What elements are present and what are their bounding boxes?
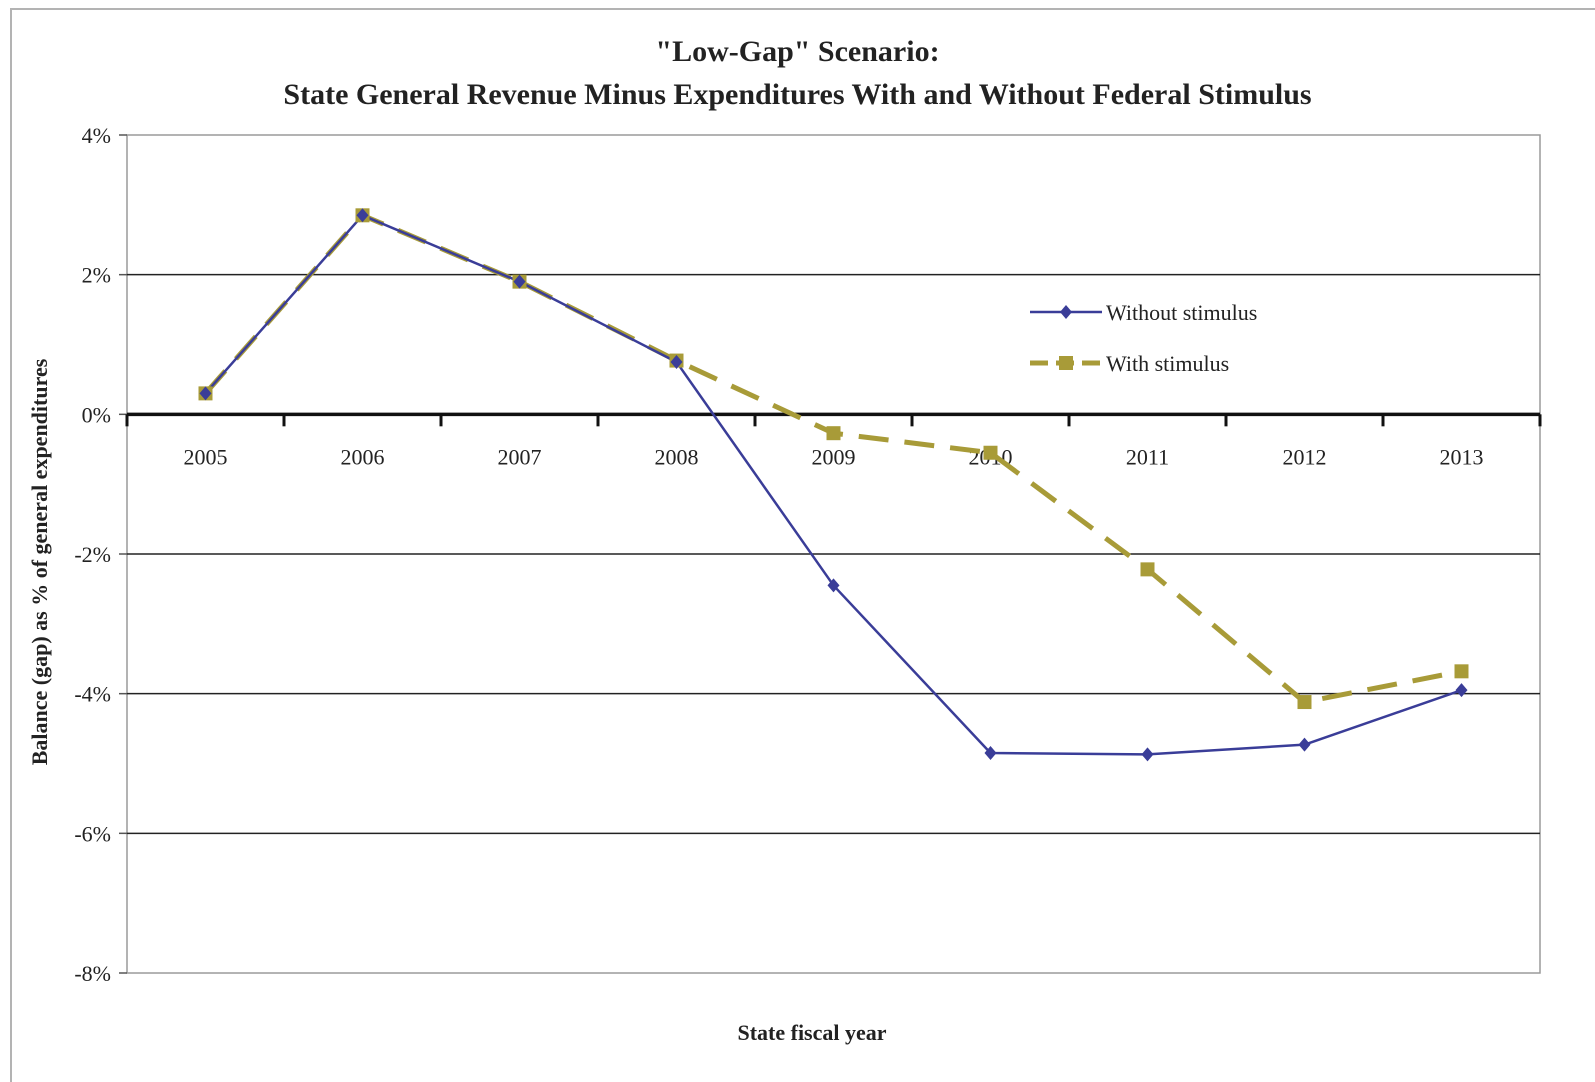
legend-label: With stimulus [1106,351,1229,376]
data-point-with-stimulus [983,445,998,460]
y-tick-label: 0% [82,402,111,427]
data-point-with-stimulus [1297,695,1312,710]
data-point-without-stimulus [1455,683,1468,698]
data-point-without-stimulus [984,746,997,761]
x-tick-label: 2006 [341,444,385,469]
chart-title: "Low-Gap" Scenario: [655,35,940,68]
x-tick-label: 2008 [655,444,699,469]
legend-label: Without stimulus [1106,300,1257,325]
data-point-without-stimulus [670,354,683,369]
y-tick-label: 2% [82,263,111,288]
y-tick-label: -8% [74,961,111,986]
data-point-without-stimulus [1141,747,1154,762]
legend-marker-with-stimulus [1059,356,1073,370]
y-tick-label: -4% [74,682,111,707]
x-tick-label: 2013 [1440,444,1484,469]
data-point-without-stimulus [1298,737,1311,752]
x-tick-label: 2005 [184,444,228,469]
x-tick-label: 2012 [1283,444,1327,469]
y-tick-label: -6% [74,821,111,846]
x-tick-label: 2011 [1126,444,1169,469]
data-point-without-stimulus [827,578,840,593]
data-point-with-stimulus [826,426,841,441]
legend-marker-without-stimulus [1060,305,1072,319]
chart-subtitle: State General Revenue Minus Expenditures… [283,78,1312,111]
x-tick-label: 2009 [812,444,856,469]
data-point-without-stimulus [513,274,526,289]
data-point-with-stimulus [1140,562,1155,577]
x-tick-label: 2007 [498,444,542,469]
y-tick-label: -2% [74,542,111,567]
y-tick-label: 4% [82,123,111,148]
data-point-without-stimulus [356,208,369,223]
x-axis-label: State fiscal year [737,1020,887,1045]
data-point-without-stimulus [199,386,212,401]
data-point-with-stimulus [1454,664,1469,679]
series-line-without-stimulus [204,214,1462,756]
chart-frame [10,8,1595,1082]
